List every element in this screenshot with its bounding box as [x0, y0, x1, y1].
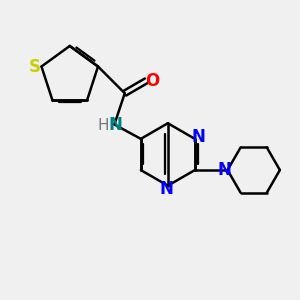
- Text: S: S: [29, 58, 41, 76]
- Text: O: O: [145, 72, 159, 90]
- Text: N: N: [191, 128, 206, 146]
- Text: N: N: [109, 116, 123, 134]
- Text: H: H: [97, 118, 109, 133]
- Text: N: N: [217, 161, 231, 179]
- Text: N: N: [159, 180, 173, 198]
